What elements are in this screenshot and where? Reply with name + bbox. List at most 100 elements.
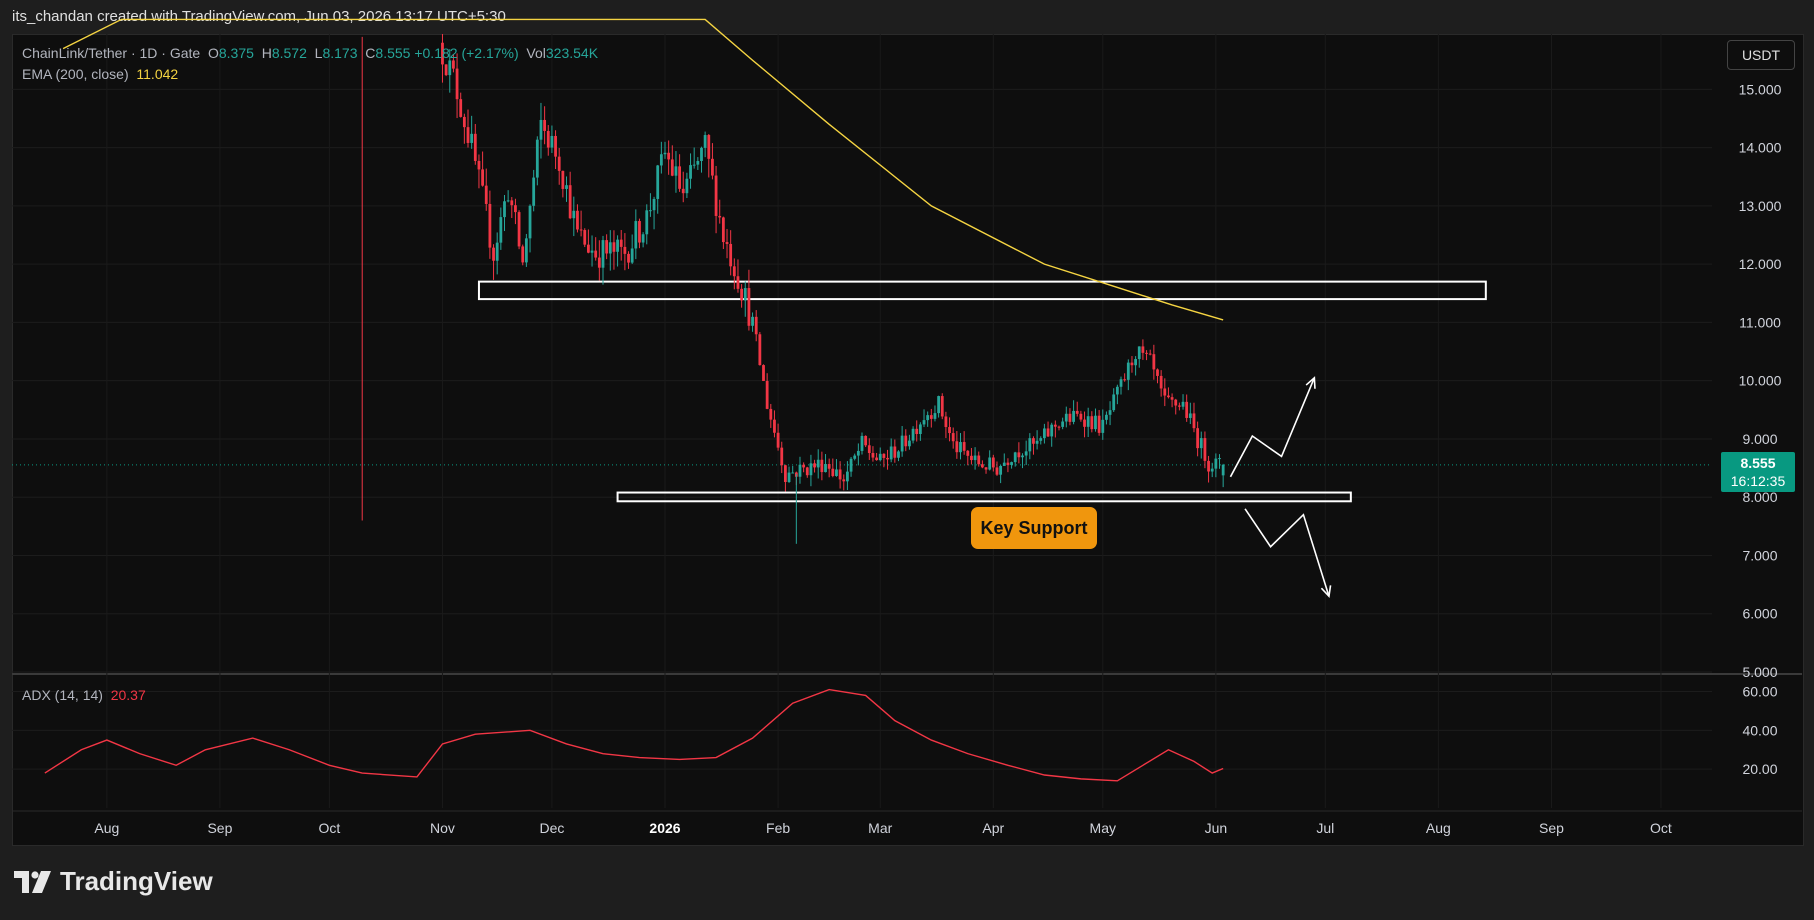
candle-body [521,246,525,263]
candle-body [864,435,868,446]
candle-body [1097,415,1101,433]
tradingview-logo[interactable]: TradingView [14,866,213,897]
candle-body [579,229,583,231]
candle-body [962,442,966,451]
candle-body [539,119,543,140]
candle-body [700,147,703,162]
candle-body [798,464,802,477]
candle-body [721,217,725,243]
candle-body [729,243,733,267]
candle-body [736,276,740,289]
price-tick-label: 13.000 [1739,198,1782,214]
support-zone [616,491,1352,503]
candle-body [1221,464,1225,476]
ema-200-line [62,18,1224,321]
candle-body [835,469,838,476]
candle-body [908,440,911,447]
candle-body [681,188,685,194]
currency-button[interactable]: USDT [1727,40,1795,70]
candle-body [1101,419,1105,433]
candle-body [780,447,784,466]
candle-body [1145,352,1148,354]
time-tick-label: Jul [1316,820,1334,836]
candle-body [732,266,736,277]
candle-body [1035,440,1039,444]
candle-body [1017,452,1021,458]
candle-body [762,365,765,381]
price-tick-label: 6.000 [1742,606,1777,622]
low-label: L [314,45,323,61]
chart-attribution: its_chandan created with TradingView.com… [12,8,506,25]
ema-label[interactable]: EMA (200, close) [22,66,129,82]
candle-body [1068,413,1072,422]
candle-body [1057,426,1061,428]
candle-body [550,135,554,148]
candle-body [663,152,667,155]
candle-body [1130,362,1134,366]
candle-body [656,165,660,199]
candle-body [1170,397,1174,400]
candle-body [546,130,550,148]
candle-body [441,42,444,65]
candle-body [904,435,908,447]
candle-body [638,221,641,243]
candle-body [616,239,619,252]
candle-body [481,169,485,186]
candle-body [1174,399,1178,406]
candle-body [484,185,488,204]
candle-body [1181,401,1185,407]
candle-body [758,334,762,366]
candle-body [488,203,492,248]
candle-body [1061,421,1065,427]
symbol-title[interactable]: ChainLink/Tether · 1D · Gate [22,45,201,61]
high-label: H [261,45,272,61]
candle-body [1024,451,1028,456]
candle-body [1046,428,1050,437]
candle-body [703,135,707,148]
candle-body [754,316,758,335]
adx-label[interactable]: ADX (14, 14) [22,687,103,703]
candle-body [1134,359,1138,366]
candle-body [937,396,941,414]
candle-body [1013,452,1017,463]
candle-body [528,205,532,239]
candle-body [652,198,656,211]
candle-body [1126,362,1130,380]
candle-body [955,441,959,453]
adx-value: 20.37 [110,687,146,703]
open-value: 8.375 [218,45,254,61]
candle-body [576,210,579,230]
candle-body [911,428,915,441]
candle-body [1043,428,1046,439]
candle-body [1167,395,1170,398]
candle-body [1137,346,1141,360]
candle-body [984,467,988,470]
candle-body [871,452,875,458]
candle-body [1207,460,1210,472]
candle-body [586,244,590,253]
candle-body [1188,413,1192,418]
candle-body [641,234,645,243]
candle-body [572,210,576,219]
candle-body [933,413,937,419]
candle-body [707,135,711,159]
candle-body [1115,386,1119,395]
candle-body [886,457,889,460]
volume-label: Vol [526,45,546,61]
candle-body [597,257,601,268]
candle-body [773,419,776,433]
resistance-zone [477,280,1487,301]
candle-body [980,464,984,468]
candle-body [944,416,948,428]
candle-body [1028,438,1032,452]
candle-body [514,205,517,213]
candle-body [1083,419,1086,427]
high-value: 8.572 [271,45,307,61]
candle-body [867,445,871,453]
price-tick-label: 11.000 [1739,314,1781,330]
candle-body [568,185,572,219]
candle-body [787,472,791,483]
candle-body [630,248,634,263]
candle-body [999,465,1003,475]
